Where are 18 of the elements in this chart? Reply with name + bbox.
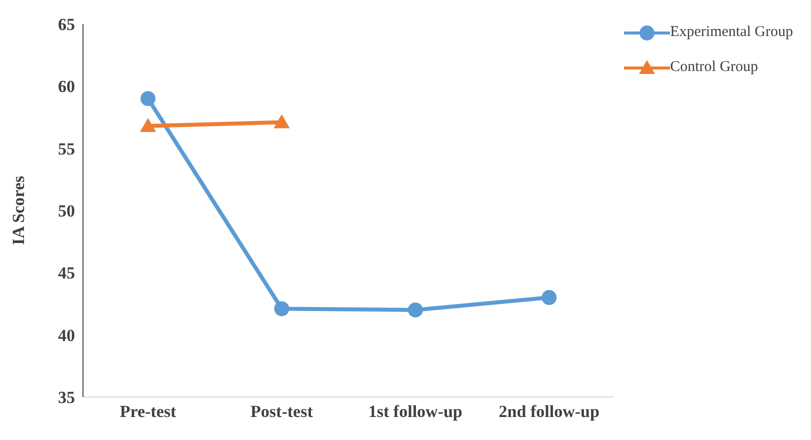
y-tick-label: 65	[58, 15, 75, 34]
y-tick-label: 60	[58, 77, 75, 96]
point	[408, 302, 423, 318]
legend-label: Experimental Group	[670, 24, 793, 41]
y-tick-label: 45	[58, 264, 75, 283]
point	[542, 290, 557, 306]
point	[140, 91, 156, 106]
x-tick-label: 2nd follow-up	[498, 402, 600, 422]
y-tick-label: 50	[58, 202, 75, 221]
y-tick-label: 40	[58, 326, 75, 345]
y-tick-label: 35	[58, 388, 75, 408]
x-tick-label: Post-test	[250, 402, 314, 422]
x-tick-label: Pre-test	[120, 402, 176, 422]
point	[274, 301, 290, 316]
x-tick-label: 1st follow-up	[368, 402, 462, 422]
y-tick-label: 55	[58, 139, 75, 158]
y-axis-title: IA Scores	[9, 176, 28, 246]
legend-label: Control Group	[670, 59, 758, 76]
